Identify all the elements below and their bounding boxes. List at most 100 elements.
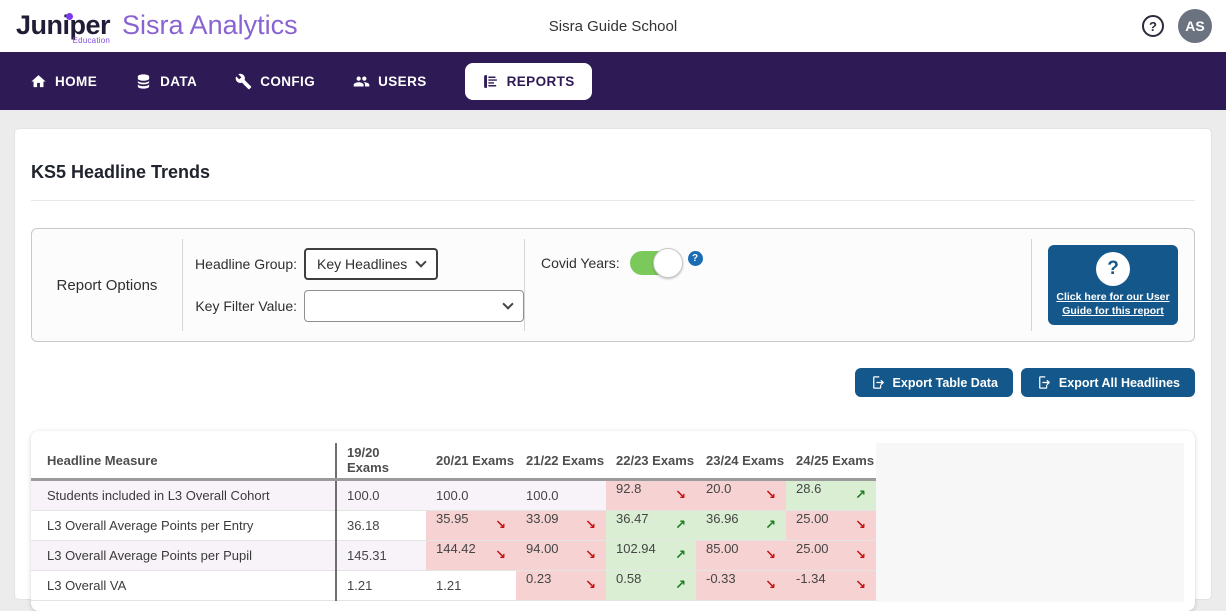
covid-help-icon[interactable]: ? bbox=[687, 250, 703, 266]
value-cell: -0.33 ↘ bbox=[696, 570, 786, 601]
value-cell: 0.58 ↗ bbox=[606, 570, 696, 601]
trend-up-icon: ↗ bbox=[675, 547, 686, 563]
chevron-down-icon bbox=[502, 298, 514, 310]
title-divider bbox=[31, 200, 1195, 202]
trend-up-icon: ↗ bbox=[765, 517, 776, 533]
juniper-logo-mark: Juniper Education bbox=[16, 10, 111, 45]
trend-down-icon: ↘ bbox=[585, 547, 596, 563]
value-cell: 33.09 ↘ bbox=[516, 510, 606, 541]
value-cell: -1.34 ↘ bbox=[786, 570, 876, 601]
year-column-header: 22/23 Exams bbox=[606, 443, 696, 481]
report-options-selects: Headline Group: Key Headlines Key Filter… bbox=[183, 229, 524, 341]
trend-down-icon: ↘ bbox=[495, 517, 506, 533]
logo-primary-text: Juniper bbox=[16, 10, 111, 41]
school-name: Sisra Guide School bbox=[548, 17, 678, 35]
key-filter-select[interactable] bbox=[304, 290, 524, 323]
measure-column-header: Headline Measure bbox=[31, 443, 337, 481]
trend-up-icon: ↗ bbox=[675, 517, 686, 533]
nav-item-home[interactable]: HOME bbox=[30, 73, 97, 90]
chart-icon bbox=[483, 74, 497, 88]
home-icon bbox=[31, 74, 46, 87]
export-all-headlines-label: Export All Headlines bbox=[1058, 375, 1180, 390]
user-guide-button[interactable]: ? Click here for our User Guide for this… bbox=[1048, 245, 1178, 326]
product-name: Sisra Analytics bbox=[122, 10, 298, 41]
juniper-logo: Juniper Education Sisra Analytics bbox=[16, 10, 298, 45]
value-cell: 25.00 ↘ bbox=[786, 540, 876, 571]
value-cell: 92.8 ↘ bbox=[606, 479, 696, 511]
trend-down-icon: ↘ bbox=[675, 487, 686, 503]
nav-item-config[interactable]: CONFIG bbox=[235, 73, 315, 90]
export-icon bbox=[1039, 376, 1050, 389]
wrench-icon bbox=[235, 73, 252, 89]
trend-down-icon: ↘ bbox=[855, 517, 866, 533]
measure-cell: L3 Overall Average Points per Pupil bbox=[31, 540, 337, 571]
value-cell: 102.94 ↗ bbox=[606, 540, 696, 571]
value-cell: 100.0 bbox=[426, 479, 516, 511]
year-column-header: 24/25 Exams bbox=[786, 443, 876, 481]
table-row: L3 Overall VA 1.21 1.21 0.23 ↘ 0.58 ↗ -0.3… bbox=[31, 570, 876, 601]
help-icon[interactable]: ? bbox=[1142, 15, 1164, 37]
headline-group-select[interactable]: Key Headlines bbox=[304, 248, 438, 281]
trend-down-icon: ↘ bbox=[765, 577, 776, 593]
report-options-label: Report Options bbox=[56, 276, 158, 294]
panel-spacer bbox=[703, 229, 1031, 341]
nav-item-label: DATA bbox=[160, 73, 198, 89]
headline-trends-table-card: Headline Measure 19/20 Exams 20/21 Exams… bbox=[31, 431, 1195, 611]
table-row: L3 Overall Average Points per Entry 36.1… bbox=[31, 510, 876, 541]
trend-down-icon: ↘ bbox=[855, 547, 866, 563]
measure-cell: Students included in L3 Overall Cohort bbox=[31, 479, 337, 511]
nav-item-label: REPORTS bbox=[506, 73, 575, 89]
measure-cell: L3 Overall Average Points per Entry bbox=[31, 510, 337, 541]
main-nav: HOME DATA CONFIG USERS REPORTS bbox=[0, 52, 1226, 110]
users-icon bbox=[353, 76, 370, 86]
trend-up-icon: ↗ bbox=[855, 487, 866, 503]
page-title: KS5 Headline Trends bbox=[31, 162, 211, 183]
database-icon bbox=[137, 73, 150, 89]
covid-years-label: Covid Years: bbox=[541, 255, 620, 272]
nav-item-reports[interactable]: REPORTS bbox=[464, 62, 592, 100]
headline-group-value: Key Headlines bbox=[317, 256, 408, 273]
value-cell: 100.0 bbox=[516, 479, 606, 511]
panel-divider bbox=[1031, 239, 1032, 332]
year-column-header: 21/22 Exams bbox=[516, 443, 606, 481]
trend-up-icon: ↗ bbox=[675, 577, 686, 593]
nav-item-label: CONFIG bbox=[260, 73, 316, 89]
trend-down-icon: ↘ bbox=[585, 577, 596, 593]
content-card: KS5 Headline Trends Report Options Headl… bbox=[14, 128, 1212, 611]
nav-item-users[interactable]: USERS bbox=[353, 73, 427, 90]
trend-down-icon: ↘ bbox=[765, 547, 776, 563]
value-cell: 94.00 ↘ bbox=[516, 540, 606, 571]
trend-down-icon: ↘ bbox=[765, 487, 776, 503]
logo-dot-icon bbox=[66, 13, 73, 21]
value-cell: 25.00 ↘ bbox=[786, 510, 876, 541]
covid-years-toggle[interactable] bbox=[629, 248, 683, 279]
trend-down-icon: ↘ bbox=[855, 577, 866, 593]
value-cell: 1.21 bbox=[426, 570, 516, 601]
table-row: Students included in L3 Overall Cohort 1… bbox=[31, 479, 876, 511]
chevron-down-icon bbox=[415, 256, 427, 268]
user-guide-section: ? Click here for our User Guide for this… bbox=[1032, 229, 1194, 341]
table-header-row: Headline Measure 19/20 Exams 20/21 Exams… bbox=[31, 443, 876, 481]
nav-item-label: USERS bbox=[378, 73, 427, 89]
year-column-header: 20/21 Exams bbox=[426, 443, 516, 481]
export-toolbar: Export Table Data Export All Headlines bbox=[31, 368, 1195, 398]
question-circle-icon: ? bbox=[1096, 252, 1130, 287]
value-cell: 100.0 bbox=[336, 479, 426, 511]
user-guide-link-text: Click here for our User Guide for this r… bbox=[1056, 291, 1170, 317]
value-cell: 28.6 ↗ bbox=[786, 479, 876, 511]
avatar[interactable]: AS bbox=[1178, 9, 1212, 43]
value-cell: 35.95 ↘ bbox=[426, 510, 516, 541]
value-cell: 20.0 ↘ bbox=[696, 479, 786, 511]
trend-down-icon: ↘ bbox=[585, 517, 596, 533]
panel-divider bbox=[524, 239, 525, 332]
export-all-headlines-button[interactable]: Export All Headlines bbox=[1020, 368, 1195, 398]
value-cell: 145.31 bbox=[336, 540, 426, 571]
app-header: Juniper Education Sisra Analytics Sisra … bbox=[0, 0, 1226, 52]
table-row: L3 Overall Average Points per Pupil 145.… bbox=[31, 540, 876, 571]
nav-item-data[interactable]: DATA bbox=[135, 73, 197, 90]
table-filler-area bbox=[876, 443, 1184, 603]
report-options-panel: Report Options Headline Group: Key Headl… bbox=[31, 228, 1195, 343]
export-table-data-button[interactable]: Export Table Data bbox=[854, 368, 1013, 398]
value-cell: 36.18 bbox=[336, 510, 426, 541]
logo-sub-text: Education bbox=[72, 35, 111, 45]
